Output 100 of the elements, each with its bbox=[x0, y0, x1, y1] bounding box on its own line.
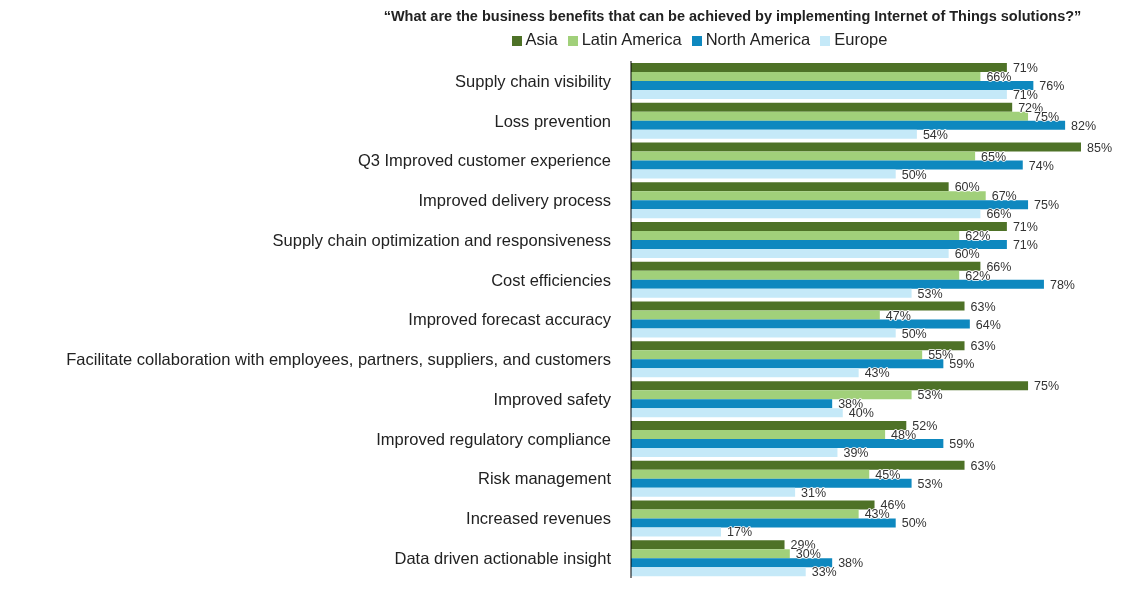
bar bbox=[631, 447, 838, 457]
bar bbox=[631, 209, 981, 219]
bar bbox=[631, 359, 944, 369]
y-tick-label: Q3 Improved customer experience bbox=[357, 151, 611, 170]
data-label: 54% bbox=[922, 127, 948, 142]
legend-label: Latin America bbox=[581, 30, 682, 48]
data-label: 53% bbox=[917, 388, 943, 403]
bar bbox=[631, 420, 907, 430]
bar bbox=[631, 261, 981, 271]
y-tick-label: Cost efficiencies bbox=[491, 270, 611, 289]
bar bbox=[631, 191, 986, 201]
bar bbox=[631, 478, 912, 488]
y-tick-label: Improved forecast accuracy bbox=[408, 310, 612, 329]
data-label: 38% bbox=[838, 556, 864, 571]
data-label: 33% bbox=[811, 565, 837, 580]
bar bbox=[631, 429, 886, 439]
y-tick-label: Improved delivery process bbox=[418, 191, 611, 210]
bar bbox=[631, 301, 965, 311]
data-label: 60% bbox=[954, 247, 980, 262]
data-label: 64% bbox=[975, 317, 1001, 332]
bar bbox=[631, 169, 896, 179]
bar bbox=[631, 381, 1029, 391]
y-tick-label: Data driven actionable insight bbox=[394, 548, 612, 567]
bar bbox=[631, 390, 912, 400]
bar bbox=[631, 399, 833, 409]
y-tick-label: Supply chain optimization and responsiveness bbox=[272, 230, 611, 249]
data-label: 43% bbox=[864, 366, 890, 381]
bar bbox=[631, 558, 833, 568]
data-label: 63% bbox=[970, 299, 996, 314]
data-label: 62% bbox=[965, 229, 991, 244]
bar bbox=[631, 438, 944, 448]
bar bbox=[631, 270, 960, 280]
bar bbox=[631, 328, 896, 338]
bar bbox=[631, 71, 981, 81]
data-label: 71% bbox=[1012, 87, 1038, 102]
bar bbox=[631, 111, 1029, 121]
y-tick-label: Supply chain visibility bbox=[455, 71, 612, 90]
data-label: 47% bbox=[885, 308, 911, 323]
bar bbox=[631, 182, 949, 192]
data-label: 66% bbox=[986, 69, 1012, 84]
bar bbox=[631, 319, 970, 329]
y-tick-label: Risk management bbox=[478, 469, 612, 488]
data-label: 71% bbox=[1012, 60, 1038, 75]
bar bbox=[631, 102, 1013, 112]
bar bbox=[631, 540, 785, 550]
y-tick-label: Loss prevention bbox=[494, 111, 611, 130]
bar bbox=[631, 120, 1066, 130]
data-label: 60% bbox=[954, 180, 980, 195]
bar bbox=[631, 527, 721, 537]
bar bbox=[631, 279, 1044, 289]
bar bbox=[631, 129, 917, 139]
y-tick-label: Improved safety bbox=[493, 389, 612, 408]
chart-title: “What are the business benefits that can be achieved by implementing Internet of Things solutions?” bbox=[382, 8, 1083, 26]
data-label: 82% bbox=[1071, 118, 1097, 133]
data-label: 85% bbox=[1087, 140, 1113, 155]
data-label: 50% bbox=[901, 167, 927, 182]
y-tick-label: Facilitate collaboration with employees, partners, suppliers, and customers bbox=[66, 350, 611, 369]
bar bbox=[631, 200, 1029, 210]
data-label: 71% bbox=[1012, 238, 1038, 253]
data-label: 66% bbox=[986, 207, 1012, 222]
bar bbox=[631, 142, 1081, 152]
bar bbox=[631, 341, 965, 351]
bar bbox=[631, 151, 976, 161]
data-label: 75% bbox=[1034, 379, 1060, 394]
bar bbox=[631, 89, 1007, 99]
bar bbox=[631, 240, 1007, 250]
bar bbox=[631, 288, 912, 298]
data-label: 63% bbox=[970, 339, 996, 354]
legend-label: North America bbox=[705, 30, 811, 48]
data-label: 71% bbox=[1012, 220, 1038, 235]
data-label: 39% bbox=[843, 445, 869, 460]
bar bbox=[631, 509, 859, 519]
bar bbox=[631, 160, 1023, 170]
data-label: 78% bbox=[1049, 277, 1075, 292]
bar bbox=[631, 80, 1034, 90]
bar bbox=[631, 469, 870, 479]
bar bbox=[631, 249, 949, 259]
bar bbox=[631, 500, 875, 510]
legend-label: Asia bbox=[525, 30, 558, 48]
data-label: 17% bbox=[727, 525, 753, 540]
data-label: 53% bbox=[917, 286, 943, 301]
bar bbox=[631, 350, 923, 360]
legend-label: Europe bbox=[834, 30, 888, 48]
bar bbox=[631, 62, 1007, 72]
bar bbox=[631, 549, 790, 559]
data-label: 74% bbox=[1028, 158, 1054, 173]
bar bbox=[631, 231, 960, 241]
data-label: 31% bbox=[801, 485, 827, 500]
bar bbox=[631, 460, 965, 470]
data-label: 50% bbox=[901, 326, 927, 341]
bar bbox=[631, 222, 1007, 232]
data-label: 65% bbox=[981, 149, 1007, 164]
bar bbox=[631, 487, 796, 497]
data-label: 59% bbox=[949, 436, 975, 451]
data-label: 45% bbox=[875, 467, 901, 482]
y-tick-label: Increased revenues bbox=[466, 509, 611, 528]
data-label: 67% bbox=[991, 189, 1017, 204]
bar bbox=[631, 408, 843, 418]
data-label: 76% bbox=[1039, 78, 1065, 93]
bar bbox=[631, 518, 896, 528]
